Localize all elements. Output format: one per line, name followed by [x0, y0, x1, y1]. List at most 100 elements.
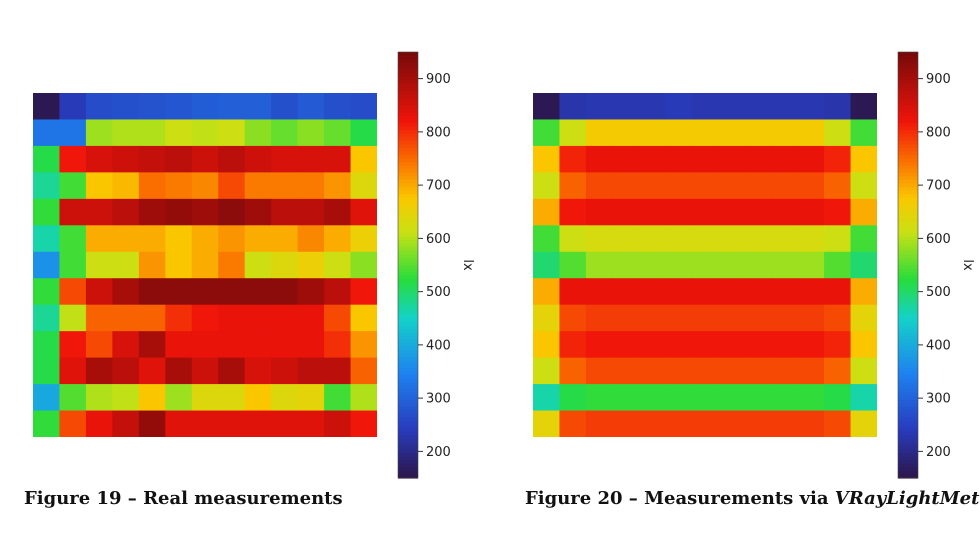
- colorbar-segment: [898, 59, 918, 64]
- heatmap-cell: [138, 331, 166, 359]
- colorbar-segment: [398, 172, 418, 177]
- colorbar-segment: [898, 371, 918, 376]
- colorbar-segment: [898, 115, 918, 121]
- heatmap-cell: [138, 172, 166, 200]
- heatmap-cell: [797, 145, 825, 173]
- heatmap-cell: [533, 145, 561, 173]
- heatmap-cell: [533, 384, 561, 412]
- heatmap-cell: [638, 198, 666, 226]
- heatmap-cell: [744, 384, 772, 412]
- colorbar-segment: [898, 442, 918, 447]
- colorbar-segment: [398, 307, 418, 312]
- heatmap-cell: [559, 384, 587, 412]
- colorbar-tick-label: 500: [426, 285, 451, 300]
- colorbar-segment: [398, 55, 418, 60]
- heatmap-cell: [85, 278, 113, 306]
- heatmap-cell: [771, 225, 799, 253]
- heatmap-cell: [718, 410, 746, 437]
- colorbar-segment: [398, 59, 418, 64]
- heatmap-cell: [665, 251, 693, 279]
- heatmap-cell: [638, 119, 666, 147]
- colorbar-segment: [398, 438, 418, 444]
- colorbar-segment: [898, 350, 918, 355]
- colorbar-segment: [898, 76, 918, 81]
- heatmap-cell: [244, 198, 272, 226]
- colorbar-segment: [898, 126, 918, 131]
- heatmap-cell: [797, 357, 825, 385]
- heatmap-cell: [585, 251, 613, 279]
- colorbar-segment: [398, 304, 418, 309]
- heatmap-cell: [797, 119, 825, 147]
- heatmap-cell: [691, 304, 719, 332]
- colorbar-segment: [398, 272, 418, 277]
- heatmap-cell: [771, 172, 799, 200]
- heatmap-cell: [112, 225, 140, 253]
- heatmap-cell: [324, 172, 352, 200]
- heatmap-cell: [559, 172, 587, 200]
- colorbar-segment: [898, 389, 918, 394]
- heatmap-cell: [850, 251, 877, 279]
- heatmap-cell: [112, 357, 140, 385]
- colorbar-segment: [898, 165, 918, 170]
- heatmap-cell: [85, 145, 113, 173]
- colorbar-segment: [898, 80, 918, 85]
- colorbar-tick-label: 800: [426, 125, 451, 140]
- heatmap-cell: [33, 410, 61, 437]
- colorbar-segment: [398, 73, 418, 78]
- heatmap-cell: [585, 331, 613, 359]
- colorbar-segment: [398, 289, 418, 294]
- heatmap-cell: [585, 278, 613, 306]
- heatmap-cell: [218, 304, 246, 332]
- heatmap-cell: [324, 93, 352, 121]
- heatmap-cell: [218, 278, 246, 306]
- heatmap-cell: [691, 410, 719, 437]
- colorbar-segment: [898, 421, 918, 426]
- caption-figure-20: Figure 20 – Measurements via VRayLightMe…: [525, 488, 980, 509]
- heatmap-cell: [797, 251, 825, 279]
- colorbar-segment: [398, 236, 418, 241]
- heatmap-cell: [271, 198, 299, 226]
- heatmap-cell: [638, 172, 666, 200]
- colorbar-segment: [398, 183, 418, 188]
- colorbar-segment: [398, 350, 418, 355]
- colorbar-segment: [398, 154, 418, 160]
- colorbar-segment: [398, 204, 418, 209]
- heatmap-cell: [559, 331, 587, 359]
- heatmap-cell: [744, 119, 772, 147]
- heatmap-cell: [850, 172, 877, 200]
- colorbar-segment: [898, 414, 918, 419]
- colorbar-segment: [398, 417, 418, 422]
- heatmap-cell: [244, 145, 272, 173]
- heatmap-cell: [665, 331, 693, 359]
- colorbar-frame: [897, 51, 919, 479]
- heatmap-cell: [33, 304, 61, 332]
- colorbar-segment: [898, 247, 918, 252]
- heatmap-cell: [324, 410, 352, 437]
- colorbar-segment: [398, 119, 418, 124]
- colorbar-segment: [398, 130, 418, 135]
- colorbar-segment: [898, 147, 918, 152]
- colorbar-segment: [398, 151, 418, 156]
- colorbar-segment: [898, 169, 918, 174]
- colorbar-segment: [898, 87, 918, 92]
- heatmap-cell: [271, 331, 299, 359]
- colorbar-segment: [398, 336, 418, 341]
- colorbar-segment: [398, 328, 418, 334]
- colorbar-segment: [398, 286, 418, 291]
- colorbar-segment: [898, 261, 918, 266]
- colorbar-segment: [398, 144, 418, 149]
- colorbar-segment: [398, 80, 418, 85]
- heatmap-cell: [612, 331, 640, 359]
- heatmap-cell: [112, 278, 140, 306]
- colorbar-segment: [898, 268, 918, 273]
- colorbar-segment: [898, 385, 918, 390]
- colorbar-segment: [898, 254, 918, 259]
- colorbar-segment: [398, 257, 418, 263]
- colorbar-segment: [398, 467, 418, 472]
- heatmap-cell: [718, 93, 746, 121]
- heatmap-cell: [744, 172, 772, 200]
- colorbar-segment: [398, 83, 418, 89]
- heatmap-cell: [297, 119, 325, 147]
- colorbar-segment: [898, 456, 918, 461]
- heatmap-cell: [85, 172, 113, 200]
